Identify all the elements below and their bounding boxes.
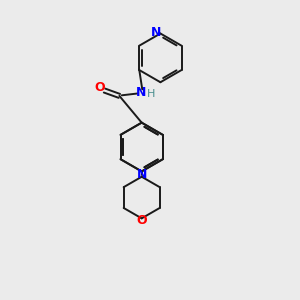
- Text: O: O: [94, 81, 105, 94]
- Text: O: O: [136, 214, 147, 227]
- Text: H: H: [147, 89, 155, 99]
- Text: N: N: [152, 26, 162, 39]
- Text: N: N: [136, 169, 147, 182]
- Text: N: N: [136, 86, 146, 99]
